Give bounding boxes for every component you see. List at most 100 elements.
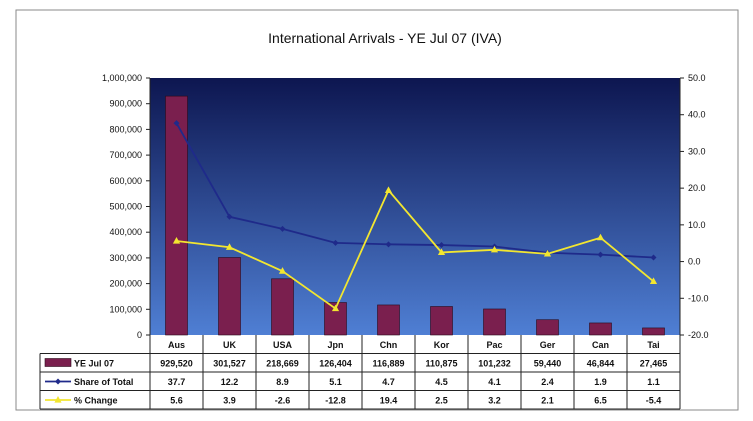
data-label-ye-jul-07: 929,520 [160, 359, 193, 369]
category-label: Chn [380, 340, 398, 350]
point-change [384, 186, 393, 193]
left-tick-label: 1,000,000 [102, 73, 142, 83]
category-label: Jpn [327, 340, 343, 350]
bar-tai [642, 327, 665, 336]
right-tick-label: 0.0 [688, 257, 701, 267]
data-label-ye-jul-07: 116,889 [372, 359, 404, 369]
bar-series [165, 95, 665, 336]
data-label-share-of-total: 12.2 [221, 377, 239, 387]
data-label-change: 6.5 [594, 396, 607, 406]
bar-uk [218, 257, 241, 336]
right-tick-label: -10.0 [688, 293, 709, 303]
data-label-ye-jul-07: 218,669 [266, 359, 299, 369]
line-change [176, 188, 655, 310]
data-label-ye-jul-07: 27,465 [640, 359, 668, 369]
point-change [331, 304, 340, 312]
data-label-ye-jul-07: 101,232 [478, 359, 511, 369]
bar-usa [271, 278, 294, 336]
right-tick-label: 50.0 [688, 73, 706, 83]
point-share-of-total [438, 242, 445, 249]
data-label-change: -2.6 [275, 396, 291, 406]
legend-label-change: % Change [74, 396, 118, 406]
line-series [172, 120, 658, 312]
line-share-of-total [175, 122, 654, 259]
category-label: USA [273, 340, 293, 350]
right-tick-label: 30.0 [688, 146, 706, 156]
data-label-ye-jul-07: 301,527 [213, 359, 246, 369]
bar-ger [536, 319, 559, 336]
left-tick-label: 800,000 [109, 124, 142, 134]
data-label-ye-jul-07: 46,844 [587, 359, 615, 369]
data-label-share-of-total: 37.7 [168, 377, 186, 387]
bar-chn [377, 304, 400, 336]
point-change [278, 267, 287, 274]
data-label-share-of-total: 1.1 [647, 377, 660, 387]
data-label-change: 3.2 [488, 396, 501, 406]
point-share-of-total [597, 251, 604, 258]
bar-kor [430, 306, 453, 336]
legend-marker-share-of-total [55, 378, 61, 385]
point-share-of-total [173, 120, 180, 127]
left-tick-label: 200,000 [109, 279, 142, 289]
left-tick-label: 900,000 [109, 99, 142, 109]
point-change [490, 245, 499, 253]
data-label-change: 2.1 [541, 396, 554, 406]
legend-label-share-of-total: Share of Total [74, 377, 133, 387]
data-label-share-of-total: 8.9 [276, 377, 289, 387]
data-label-share-of-total: 4.7 [382, 377, 395, 387]
left-tick-label: 400,000 [109, 227, 142, 237]
point-change [225, 243, 234, 250]
right-tick-label: 10.0 [688, 220, 706, 230]
right-axis: -20.0 -10.0 0.0 10.0 20.0 30.0 40.0 50.0 [680, 73, 709, 340]
point-change [596, 233, 605, 241]
point-change [543, 249, 552, 257]
point-change [437, 248, 446, 255]
legend-marker-change [54, 396, 62, 403]
data-label-ye-jul-07: 59,440 [534, 359, 562, 369]
data-label-share-of-total: 5.1 [329, 377, 342, 387]
left-tick-label: 600,000 [109, 176, 142, 186]
category-label: Tai [647, 340, 659, 350]
data-label-change: 5.6 [170, 396, 183, 406]
category-label: Pac [486, 340, 502, 350]
legend-key-ye-jul-07 [44, 358, 72, 367]
category-label: Kor [434, 340, 450, 350]
point-share-of-total [226, 213, 233, 220]
category-label: Can [592, 340, 609, 350]
data-label-share-of-total: 2.4 [541, 377, 554, 387]
chart-title: International Arrivals - YE Jul 07 (IVA) [268, 30, 502, 46]
category-label: Ger [540, 340, 556, 350]
right-tick-label: 20.0 [688, 183, 706, 193]
left-tick-label: 500,000 [109, 202, 142, 212]
point-share-of-total [332, 239, 339, 246]
data-label-ye-jul-07: 110,875 [425, 359, 457, 369]
bar-pac [483, 308, 506, 336]
left-tick-label: 100,000 [109, 304, 142, 314]
right-tick-label: 40.0 [688, 110, 706, 120]
bar-can [589, 322, 612, 336]
category-label: Aus [168, 340, 185, 350]
legend-label-ye-jul-07: YE Jul 07 [74, 359, 114, 369]
right-tick-label: -20.0 [688, 330, 709, 340]
bar-aus [165, 95, 188, 336]
data-label-change: -5.4 [646, 396, 662, 406]
data-label-share-of-total: 1.9 [594, 377, 607, 387]
left-axis: 0 100,000 200,000 300,000 400,000 500,000 600,… [102, 73, 150, 340]
point-change [172, 237, 181, 244]
data-label-share-of-total: 4.5 [435, 377, 448, 387]
left-tick-label: 300,000 [109, 253, 142, 263]
data-label-share-of-total: 4.1 [488, 377, 501, 387]
data-label-change: -12.8 [325, 396, 346, 406]
bar-jpn [324, 302, 347, 336]
point-share-of-total [385, 241, 392, 248]
left-tick-label: 0 [137, 330, 142, 340]
data-label-change: 19.4 [380, 396, 398, 406]
category-label: UK [223, 340, 236, 350]
data-label-change: 2.5 [435, 396, 448, 406]
point-change [649, 277, 658, 284]
data-label-change: 3.9 [223, 396, 236, 406]
left-tick-label: 700,000 [109, 150, 142, 160]
data-table: Aus UK USA Jpn Chn Kor Pac Ger Can Tai YE Jul 07 92… [39, 335, 681, 410]
